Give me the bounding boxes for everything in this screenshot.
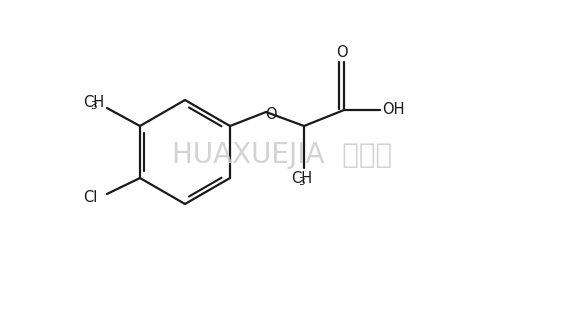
Text: OH: OH	[382, 101, 404, 116]
Text: 3: 3	[91, 101, 97, 111]
Text: O: O	[336, 44, 348, 60]
Text: Cl: Cl	[83, 190, 98, 205]
Text: CH: CH	[83, 94, 104, 109]
Text: O: O	[265, 107, 277, 122]
Text: HUAXUEJIA  化学加: HUAXUEJIA 化学加	[172, 141, 392, 169]
Text: 3: 3	[298, 177, 305, 187]
Text: CH: CH	[291, 171, 312, 186]
